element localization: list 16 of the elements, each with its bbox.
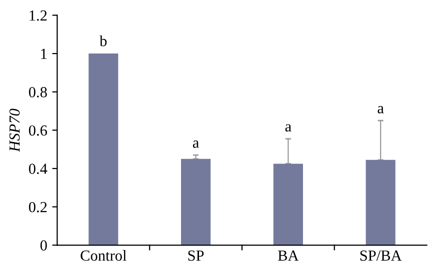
- annotation: b: [100, 36, 107, 46]
- annotation: a: [285, 124, 292, 132]
- y-tick-label: 0.8: [28, 87, 47, 98]
- y-tick-label: 0: [40, 240, 47, 251]
- annotation: a: [378, 106, 384, 114]
- y-tick-label: 1.2: [30, 10, 47, 21]
- x-tick-label: SP/BA: [360, 250, 402, 261]
- annotation: a: [192, 140, 199, 148]
- y-axis-title: HSP70: [9, 108, 20, 152]
- x-tick-label: Control: [80, 250, 126, 261]
- y-tick-label: 0.6: [28, 125, 48, 136]
- y-tick-label: 0.4: [28, 164, 48, 174]
- x-tick-label: SP: [188, 250, 204, 261]
- y-tick-label: 0.2: [28, 202, 47, 212]
- y-tick-label: 1: [41, 48, 47, 59]
- x-tick-label: BA: [278, 250, 299, 261]
